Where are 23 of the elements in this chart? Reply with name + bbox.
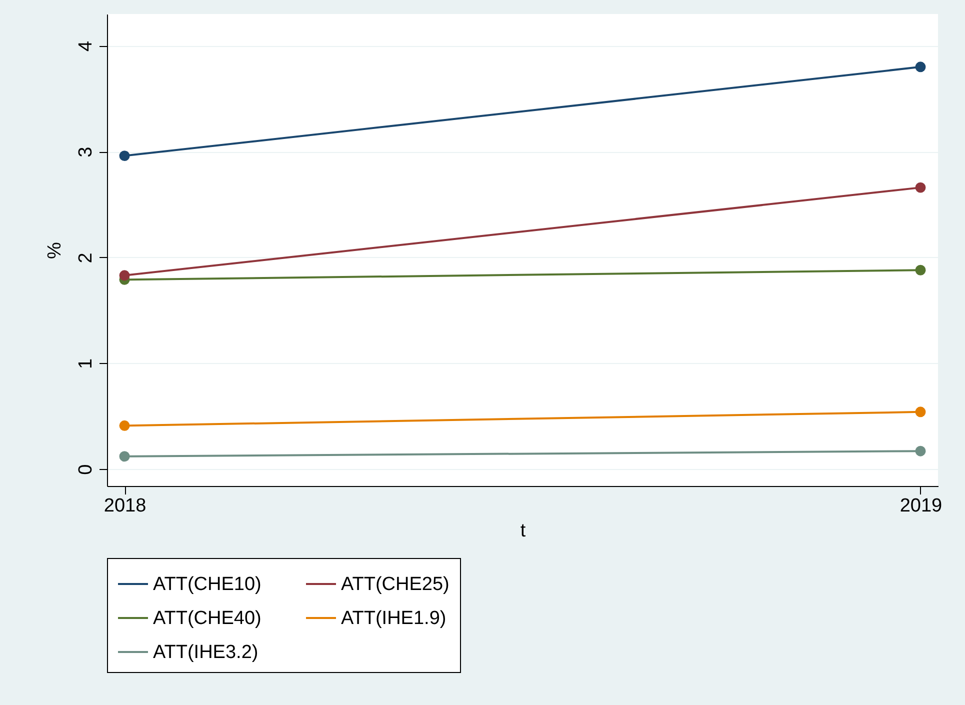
point (915, 182, 926, 193)
x-tick-label: 2019 (900, 496, 942, 516)
x-axis-title: t (520, 520, 526, 542)
legend-label: ATT(IHE3.2) (153, 642, 258, 663)
y-tick-label: 0 (76, 464, 96, 475)
legend-label: ATT(CHE40) (153, 608, 262, 629)
point (915, 446, 926, 456)
y-tick-label: 1 (76, 358, 96, 370)
y-tick-label: 4 (76, 40, 96, 52)
point (915, 62, 926, 72)
point (119, 420, 130, 431)
point (119, 451, 130, 462)
point (915, 264, 926, 276)
point (119, 270, 130, 281)
legend-label: ATT(CHE10) (153, 574, 262, 595)
x-tick-label: 2018 (104, 496, 146, 516)
y-tick-label: 3 (76, 146, 96, 158)
legend-label: ATT(IHE1.9) (341, 608, 446, 629)
point (915, 406, 926, 418)
legend-label: ATT(CHE25) (341, 574, 450, 595)
y-tick-label: 2 (76, 252, 96, 264)
y-axis-title: % (44, 242, 66, 259)
point (119, 150, 130, 162)
